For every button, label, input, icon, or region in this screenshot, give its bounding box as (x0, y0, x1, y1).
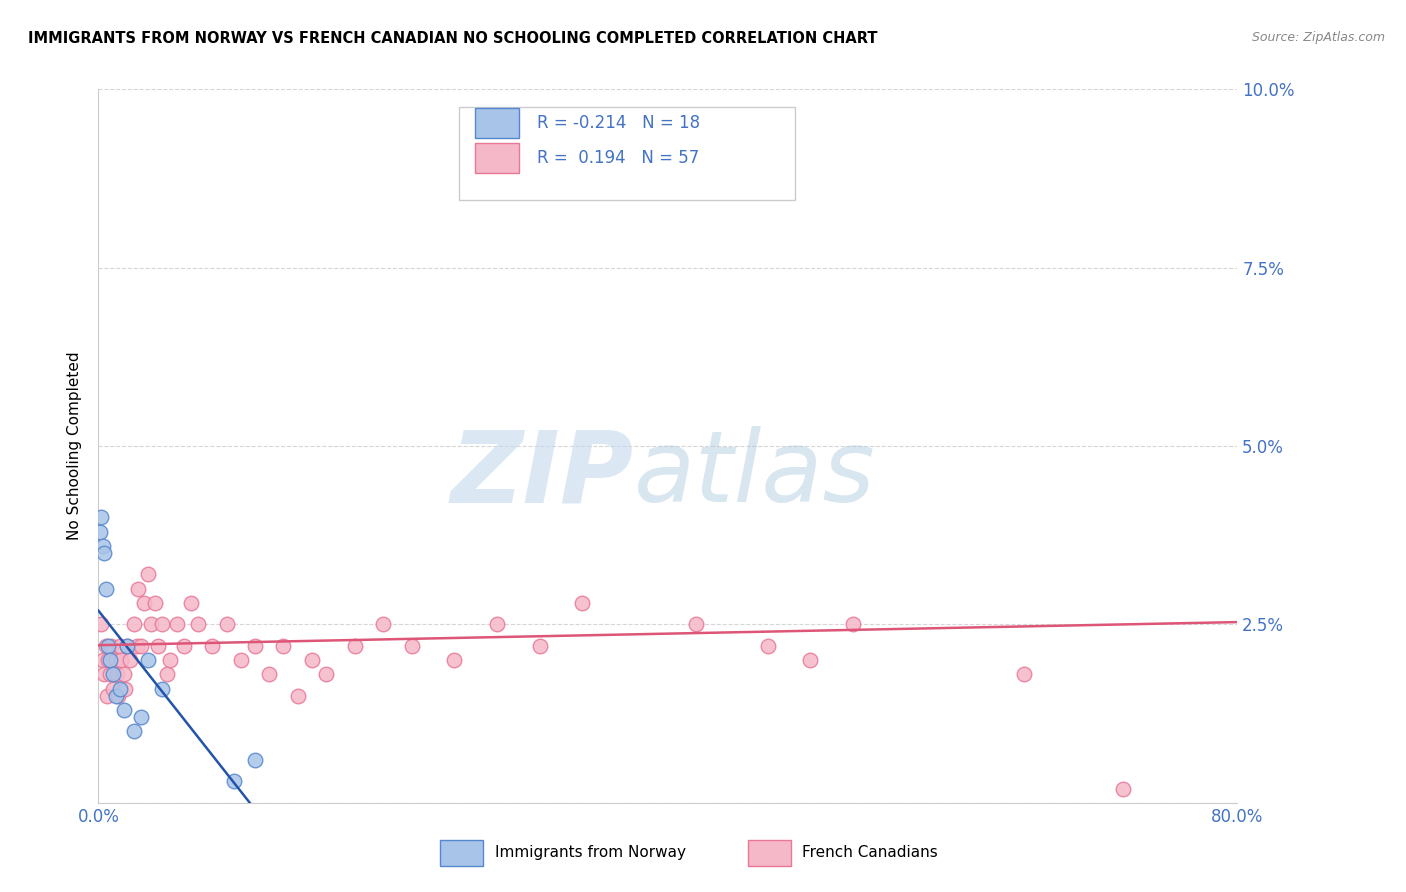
Point (373, 617, 395, 632)
Point (1112, 781, 1135, 796)
Point (101, 681, 124, 696)
Point (94, 582, 117, 596)
Point (90, 510, 112, 524)
Point (115, 639, 138, 653)
Point (1012, 667, 1035, 681)
FancyBboxPatch shape (460, 107, 796, 200)
Point (122, 724, 145, 739)
Point (136, 567, 159, 582)
Point (98, 653, 121, 667)
Point (108, 639, 131, 653)
Point (96, 689, 118, 703)
Point (273, 639, 295, 653)
Point (101, 667, 124, 681)
Point (243, 753, 266, 767)
Point (91, 653, 114, 667)
Point (108, 681, 131, 696)
Point (118, 653, 141, 667)
Point (114, 681, 136, 696)
Point (571, 596, 593, 610)
Point (115, 639, 138, 653)
Point (139, 617, 162, 632)
Point (229, 653, 252, 667)
Point (259, 667, 281, 681)
Point (136, 653, 159, 667)
Point (529, 639, 551, 653)
Point (180, 596, 202, 610)
Point (301, 653, 323, 667)
Point (215, 617, 238, 632)
Point (222, 774, 245, 789)
Y-axis label: No Schooling Completed: No Schooling Completed (67, 351, 83, 541)
Text: ZIP: ZIP (451, 426, 634, 523)
Point (159, 653, 181, 667)
Point (628, 175, 651, 189)
Point (132, 596, 155, 610)
Point (125, 639, 148, 653)
Point (443, 653, 465, 667)
Point (89, 524, 111, 539)
Point (486, 617, 509, 632)
Text: atlas: atlas (634, 426, 876, 523)
Point (97, 653, 120, 667)
Text: Immigrants from Norway: Immigrants from Norway (495, 846, 686, 860)
Text: R =  0.194   N = 57: R = 0.194 N = 57 (537, 149, 699, 167)
Point (173, 639, 195, 653)
Point (842, 617, 865, 632)
Point (401, 639, 423, 653)
Point (110, 653, 132, 667)
Point (343, 639, 366, 653)
Point (156, 667, 179, 681)
Point (129, 639, 152, 653)
Text: IMMIGRANTS FROM NORWAY VS FRENCH CANADIAN NO SCHOOLING COMPLETED CORRELATION CHA: IMMIGRANTS FROM NORWAY VS FRENCH CANADIA… (28, 31, 877, 46)
Point (105, 667, 128, 681)
Point (97, 639, 120, 653)
Point (100, 639, 122, 653)
Point (98, 667, 121, 681)
Point (90, 617, 112, 632)
Point (685, 617, 707, 632)
Point (201, 639, 224, 653)
Point (129, 710, 152, 724)
Point (112, 703, 135, 717)
Point (107, 689, 129, 703)
Point (315, 667, 337, 681)
Point (799, 653, 821, 667)
Bar (748, 840, 790, 865)
Point (127, 582, 149, 596)
Point (104, 653, 127, 667)
Point (148, 639, 170, 653)
Point (122, 617, 145, 632)
Point (152, 617, 174, 632)
Text: Source: ZipAtlas.com: Source: ZipAtlas.com (1251, 31, 1385, 45)
Point (93, 667, 115, 681)
Bar (475, 108, 519, 137)
Text: R = -0.214   N = 18: R = -0.214 N = 18 (537, 114, 700, 132)
Point (243, 639, 266, 653)
Point (91, 539, 114, 553)
Point (104, 689, 127, 703)
Point (756, 639, 779, 653)
Point (187, 617, 209, 632)
Point (152, 681, 174, 696)
Point (145, 596, 167, 610)
Point (287, 689, 309, 703)
Bar (440, 840, 484, 865)
Point (93, 546, 115, 560)
Point (112, 667, 135, 681)
Text: French Canadians: French Canadians (803, 846, 938, 860)
Bar (475, 143, 519, 173)
Point (94, 639, 117, 653)
Point (166, 617, 188, 632)
